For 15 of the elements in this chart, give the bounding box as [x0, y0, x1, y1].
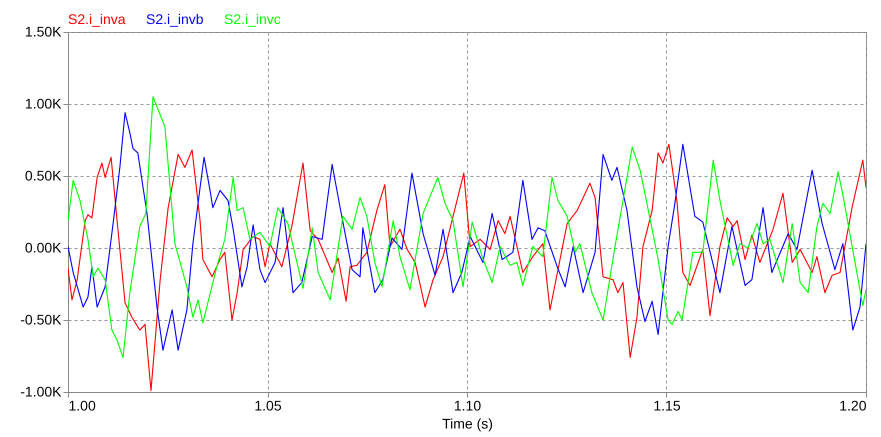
x-tick-label: 1.05	[254, 398, 282, 414]
x-tick-label: 1.00	[68, 398, 96, 414]
y-tick-label: 1.50K	[24, 24, 62, 40]
x-tick-label: 1.10	[454, 398, 482, 414]
y-tick-label: 0.50K	[24, 168, 62, 184]
x-axis-title: Time (s)	[442, 416, 493, 432]
x-tick-label: 1.20	[839, 398, 867, 414]
y-tick-label: -0.50K	[20, 312, 62, 328]
text: S2.i_inva	[68, 11, 126, 27]
text: S2.i_invb	[146, 11, 204, 27]
y-tick-label: 1.00K	[24, 96, 62, 112]
y-tick-label: -1.00K	[20, 384, 62, 400]
text: S2.i_invc	[224, 11, 281, 27]
y-tick-label: 0.00K	[24, 240, 62, 256]
x-tick-label: 1.15	[653, 398, 681, 414]
